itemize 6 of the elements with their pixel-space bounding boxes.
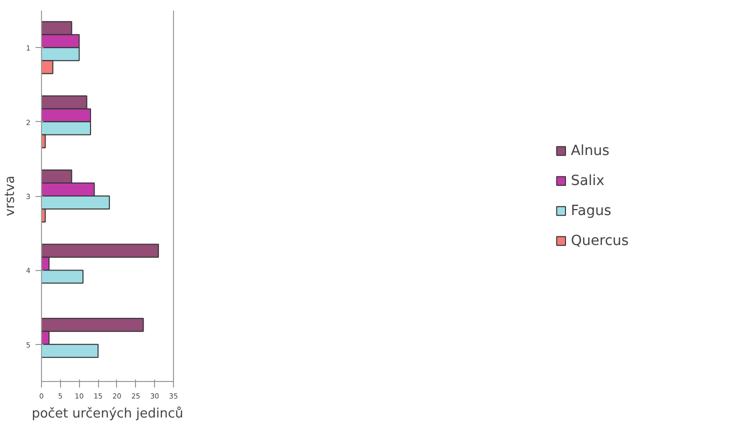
legend-label: Salix <box>570 172 604 188</box>
legend-label: Fagus <box>570 202 612 218</box>
legend-label: Alnus <box>570 142 610 158</box>
legend-label: Quercus <box>570 232 629 248</box>
x-axis-title: počet určených jedinců <box>32 406 184 422</box>
y-axis-title: vrstva <box>3 176 18 216</box>
